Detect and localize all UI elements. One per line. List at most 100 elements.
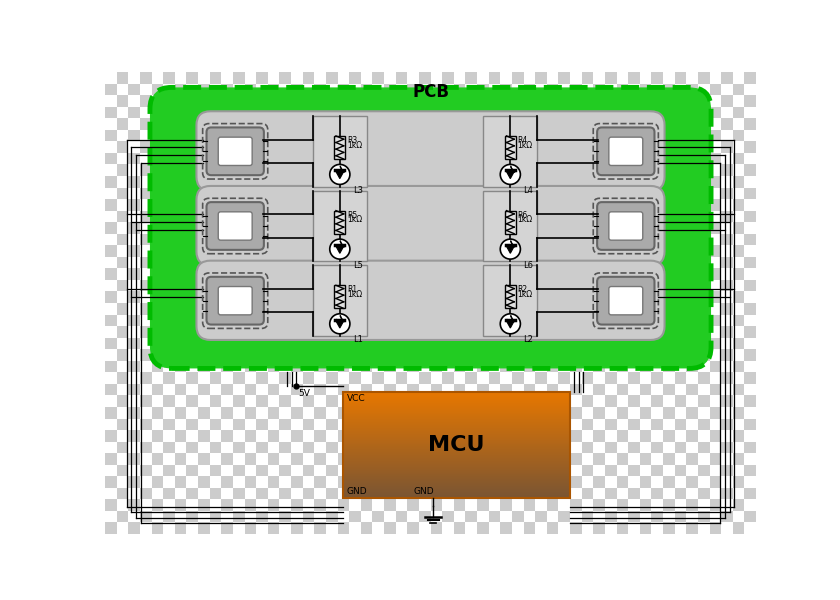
Bar [431, 407, 442, 419]
Bar [291, 187, 302, 199]
Bar [605, 187, 617, 199]
Bar [314, 107, 326, 118]
Bar [698, 141, 710, 153]
Bar [419, 268, 431, 280]
Bar [198, 499, 210, 511]
Bar [233, 257, 244, 268]
Bar [163, 141, 175, 153]
Bar [186, 153, 198, 164]
Bar [605, 407, 617, 419]
Bar [686, 95, 698, 107]
Bar [280, 303, 291, 314]
Bar [628, 488, 640, 499]
Bar [593, 164, 605, 176]
Bar [233, 292, 244, 303]
Bar [628, 476, 640, 488]
Bar [105, 176, 117, 187]
Bar [442, 118, 454, 130]
Bar [663, 233, 675, 245]
Bar [210, 211, 221, 222]
Bar [675, 199, 686, 211]
Bar [465, 430, 477, 442]
Bar [268, 407, 280, 419]
Bar [280, 314, 291, 326]
Bar [581, 407, 593, 419]
Bar [512, 338, 523, 349]
Bar [396, 511, 407, 523]
Bar [721, 407, 732, 419]
Bar [175, 430, 186, 442]
Bar [559, 211, 570, 222]
Bar [593, 349, 605, 361]
Bar [581, 453, 593, 464]
Bar [291, 176, 302, 187]
Bar [396, 419, 407, 430]
Bar [419, 199, 431, 211]
Bar [210, 430, 221, 442]
Bar [268, 292, 280, 303]
Bar [686, 488, 698, 499]
Bar [744, 72, 756, 83]
Bar [640, 523, 651, 534]
Bar [628, 442, 640, 453]
Bar [233, 384, 244, 395]
Bar [314, 118, 326, 130]
Bar [477, 222, 489, 233]
Bar [210, 372, 221, 384]
Bar [547, 83, 559, 95]
Bar [523, 372, 535, 384]
Bar [454, 292, 465, 303]
Bar [512, 395, 523, 407]
Bar [349, 141, 360, 153]
Bar [617, 361, 628, 372]
Bar [477, 453, 489, 464]
Bar [651, 442, 663, 453]
Bar [140, 83, 151, 95]
Bar [640, 233, 651, 245]
Bar [477, 523, 489, 534]
Bar [419, 257, 431, 268]
Bar [244, 245, 256, 257]
Bar [384, 442, 396, 453]
Bar [140, 187, 151, 199]
Bar [419, 476, 431, 488]
Bar [372, 95, 384, 107]
Bar [663, 326, 675, 338]
Bar [326, 499, 338, 511]
Bar [593, 407, 605, 419]
Bar [570, 292, 581, 303]
FancyBboxPatch shape [197, 111, 664, 191]
Bar [291, 523, 302, 534]
Bar [256, 453, 268, 464]
Bar [349, 233, 360, 245]
Bar [198, 153, 210, 164]
Bar [186, 523, 198, 534]
Bar [407, 199, 419, 211]
Bar [605, 118, 617, 130]
Bar [581, 107, 593, 118]
Bar [512, 107, 523, 118]
Bar [396, 476, 407, 488]
Bar [198, 268, 210, 280]
Bar [105, 233, 117, 245]
Bar [105, 442, 117, 453]
Bar [314, 523, 326, 534]
Bar [140, 361, 151, 372]
Bar [663, 245, 675, 257]
Bar [744, 338, 756, 349]
Bar [396, 222, 407, 233]
Bar [570, 268, 581, 280]
Bar [396, 176, 407, 187]
Bar [640, 280, 651, 292]
Bar [465, 280, 477, 292]
Bar [210, 499, 221, 511]
Bar [663, 153, 675, 164]
Bar [675, 233, 686, 245]
Bar [605, 176, 617, 187]
Bar [419, 245, 431, 257]
Bar [210, 314, 221, 326]
Bar [686, 349, 698, 361]
Bar [186, 326, 198, 338]
Bar [221, 245, 233, 257]
Bar [384, 338, 396, 349]
